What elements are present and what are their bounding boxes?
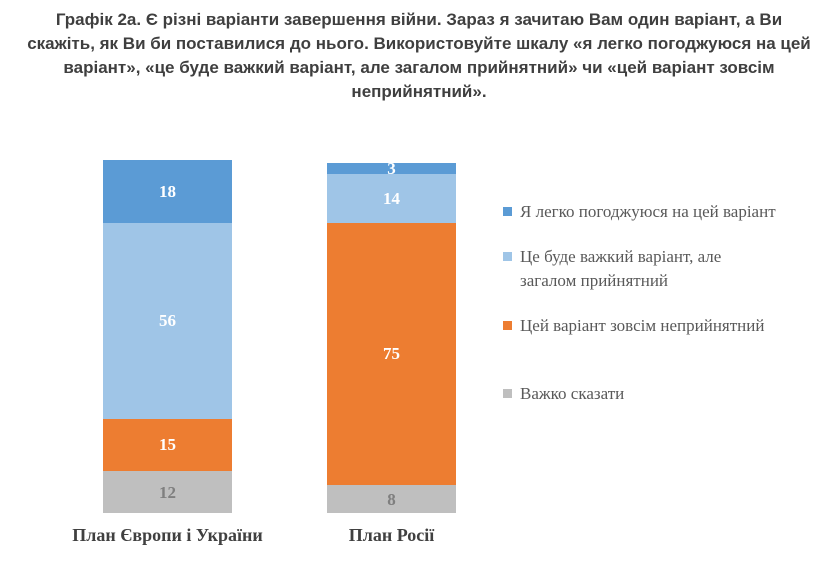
bar-segment: 3: [327, 158, 456, 178]
stacked-bar: 18 56 15 12: [103, 159, 232, 513]
bar-column-2: 3 14 75 8 План Росії: [327, 158, 456, 545]
bar-column-1: 18 56 15 12 План Європи і України: [72, 159, 263, 546]
legend-swatch-icon: [503, 389, 512, 398]
legend-item: Цей варіант зовсім неприйнятний: [503, 314, 803, 338]
chart-title: Графік 2а. Є різні варіанти завершення в…: [27, 10, 811, 101]
legend-label: Цей варіант зовсім неприйнятний: [520, 316, 765, 335]
legend-swatch-icon: [503, 252, 512, 261]
data-label: 15: [159, 435, 176, 455]
data-label: 14: [383, 188, 400, 208]
chart-legend: Я легко погоджуюся на цей варіант Це буде…: [503, 200, 803, 406]
bar-segment: 18: [103, 159, 232, 223]
data-label: 3: [387, 158, 396, 178]
legend-item: Я легко погоджуюся на цей варіант: [503, 200, 803, 224]
category-label: План Європи і України: [72, 525, 263, 545]
legend-item: Важко сказати: [503, 382, 803, 406]
legend-swatch-icon: [503, 207, 512, 216]
data-label: 75: [383, 344, 400, 364]
stacked-bar: 3 14 75 8: [327, 158, 456, 513]
bar-segment: 12: [103, 471, 232, 513]
bar-segment: 56: [103, 222, 232, 419]
data-label: 12: [159, 482, 176, 502]
bar-segment: 14: [327, 173, 456, 223]
category-label: План Росії: [348, 525, 435, 545]
bar-segment: 8: [327, 485, 456, 513]
legend-label: Це буде важкий варіант, але загалом прий…: [520, 247, 722, 290]
legend-label: Я легко погоджуюся на цей варіант: [520, 202, 776, 221]
data-label: 18: [159, 181, 176, 201]
data-label: 8: [387, 489, 396, 509]
legend-label: Важко сказати: [520, 384, 625, 403]
legend-swatch-icon: [503, 321, 512, 330]
data-label: 56: [159, 311, 176, 330]
legend-item: Це буде важкий варіант, але загалом прий…: [503, 245, 803, 293]
bar-segment: 75: [327, 222, 456, 485]
bar-segment: 15: [103, 418, 232, 471]
